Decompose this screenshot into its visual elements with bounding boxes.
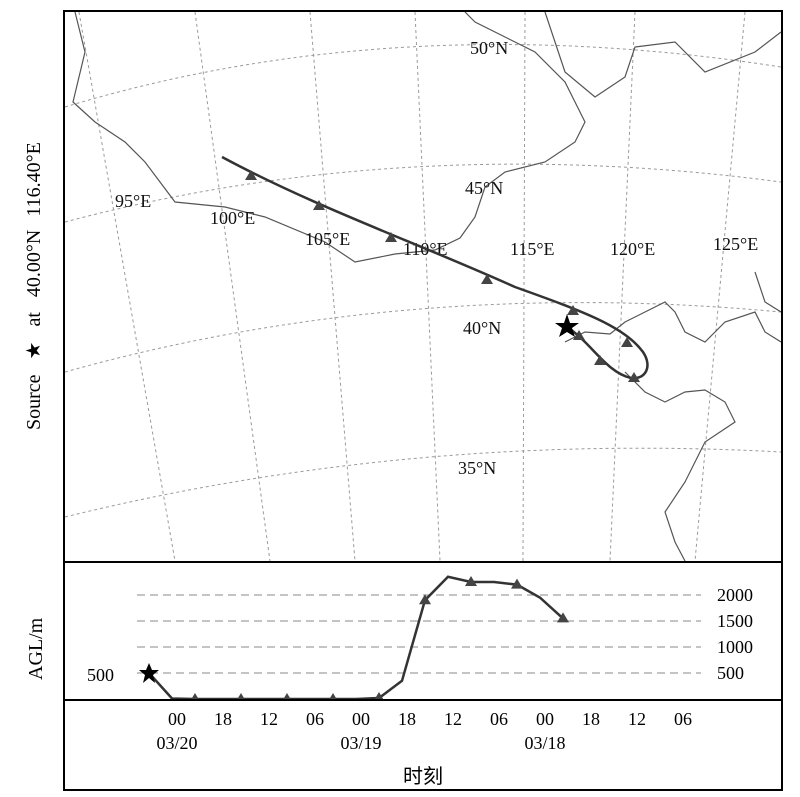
hour-tick-label: 00 — [536, 709, 554, 729]
graticule-lon-125 — [694, 11, 746, 562]
date-tick-label: 03/19 — [340, 733, 381, 753]
graticule-lon-115 — [522, 11, 526, 562]
trajectory-marker — [567, 305, 579, 315]
ytick-label: 1000 — [717, 637, 753, 657]
hour-tick-label: 00 — [352, 709, 370, 729]
source-latitude: 40.00°N — [23, 230, 45, 297]
time-axis: 00 18 12 06 00 18 12 06 00 18 12 06 03/20 03/19 03/18… — [156, 709, 692, 788]
trajectory-marker — [385, 232, 397, 242]
lon-label-95: 95°E — [115, 191, 151, 211]
graticule-lon-95 — [78, 11, 176, 562]
date-tick-labels: 03/20 03/19 03/18 — [156, 733, 565, 753]
ytick-label: 500 — [717, 663, 744, 683]
hour-tick-label: 06 — [306, 709, 324, 729]
hour-tick-label: 12 — [628, 709, 646, 729]
trajectory-line — [221, 155, 649, 380]
lat-label-50: 50°N — [470, 38, 508, 58]
lon-label-115: 115°E — [510, 239, 555, 259]
graticule-lon-105 — [309, 11, 356, 562]
trajectory-marker — [594, 355, 606, 365]
country-border-north — [72, 11, 586, 263]
ytick-label: 1500 — [717, 611, 753, 631]
coastline-shandong — [624, 371, 736, 562]
graticule-lat-35 — [64, 447, 782, 518]
source-location-label: Source ★ at 40.00°N 116.40°E — [23, 142, 45, 430]
hour-tick-label: 18 — [582, 709, 600, 729]
profile-markers — [189, 576, 569, 703]
hour-tick-label: 12 — [260, 709, 278, 729]
profile-ytick-labels: 500 1000 1500 2000 — [717, 585, 753, 683]
source-star-icon: ★ — [23, 342, 45, 360]
date-tick-label: 03/18 — [524, 733, 565, 753]
profile-source-star-icon — [139, 663, 159, 683]
border-northeast — [544, 11, 782, 98]
profile-grid — [137, 594, 701, 674]
ytick-label: 2000 — [717, 585, 753, 605]
map-graticule — [64, 11, 782, 562]
profile-line — [148, 575, 564, 701]
trajectory-map: 95°E 100°E 105°E 110°E 115°E 120°E 125°E… — [64, 11, 782, 562]
hour-tick-label: 06 — [674, 709, 692, 729]
lon-label-125: 125°E — [713, 234, 758, 254]
hour-tick-label: 18 — [398, 709, 416, 729]
date-tick-label: 03/20 — [156, 733, 197, 753]
height-profile-chart: 500 1000 1500 2000 500 — [87, 575, 753, 703]
svg-text:Source ★ at: Source ★ at 40.00°N 116.40°E — [23, 142, 45, 430]
graticule-lat-50 — [64, 44, 782, 108]
trajectory-marker — [573, 330, 585, 340]
lon-label-105: 105°E — [305, 229, 350, 249]
hour-tick-label: 18 — [214, 709, 232, 729]
hour-tick-label: 00 — [168, 709, 186, 729]
hour-tick-label: 12 — [444, 709, 462, 729]
ylabel-text: AGL/m — [25, 617, 47, 680]
lat-label-45: 45°N — [465, 178, 503, 198]
profile-marker — [419, 594, 431, 605]
hour-tick-labels: 00 18 12 06 00 18 12 06 00 18 12 06 — [168, 709, 692, 729]
trajectory-markers — [245, 170, 640, 382]
profile-marker — [557, 612, 569, 623]
agl-axis-label: AGL/m — [25, 617, 47, 680]
coastline-bohai — [564, 301, 782, 343]
trajectory-marker — [628, 372, 640, 382]
trajectory-marker — [621, 337, 633, 347]
xlabel-text: 时刻 — [403, 765, 443, 788]
hour-tick-label: 06 — [490, 709, 508, 729]
source-longitude: 116.40°E — [23, 142, 45, 216]
lon-label-120: 120°E — [610, 239, 655, 259]
coastline-korea — [754, 271, 782, 313]
graticule-lon-110 — [414, 11, 441, 562]
trajectory-map-panel: 95°E 100°E 105°E 110°E 115°E 120°E 125°E… — [63, 10, 783, 563]
height-profile-panel: 500 1000 1500 2000 500 — [63, 561, 783, 703]
trajectory-marker — [481, 274, 493, 284]
profile-marker — [511, 578, 523, 589]
lat-label-35: 35°N — [458, 458, 496, 478]
lon-label-100: 100°E — [210, 208, 255, 228]
profile-marker — [465, 576, 477, 586]
map-labels: 95°E 100°E 105°E 110°E 115°E 120°E 125°E… — [115, 38, 758, 478]
source-star-icon — [555, 314, 579, 337]
source-prefix: Source — [23, 374, 45, 430]
lat-label-40: 40°N — [463, 318, 501, 338]
graticule-lon-100 — [194, 11, 271, 562]
trajectory-marker — [313, 200, 325, 210]
source-at-word: at — [23, 312, 45, 327]
trajectory-marker — [245, 170, 257, 180]
graticule-lon-120 — [609, 11, 636, 562]
left-ytick-500: 500 — [87, 665, 114, 685]
map-borders — [72, 11, 782, 562]
graticule-lat-40 — [64, 302, 782, 373]
time-axis-panel: 00 18 12 06 00 18 12 06 00 18 12 06 03/20 03/19 03/18… — [63, 699, 783, 791]
